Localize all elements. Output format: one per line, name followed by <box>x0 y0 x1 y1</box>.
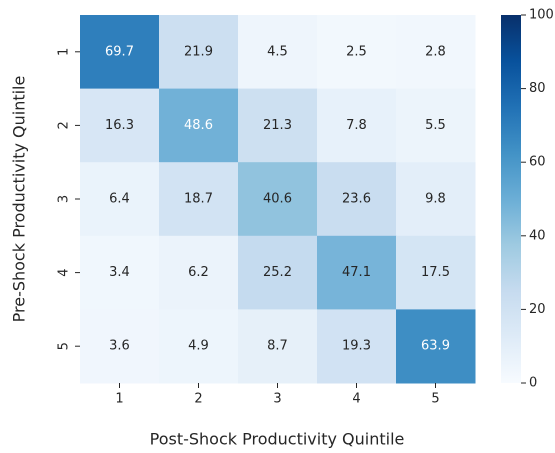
heatmap-cell <box>396 15 476 90</box>
cell-label: 40.6 <box>263 192 292 207</box>
heatmap-cell <box>396 309 476 384</box>
heatmap-cell <box>238 309 318 384</box>
cell-label: 47.1 <box>342 265 371 280</box>
heatmap-cell <box>317 15 397 90</box>
cell-label: 6.4 <box>109 192 130 207</box>
cell-label: 7.8 <box>346 118 367 133</box>
x-tick-label: 5 <box>431 392 439 407</box>
x-tick-label: 4 <box>352 392 360 407</box>
cell-label: 2.5 <box>346 44 367 59</box>
y-tick-label: 2 <box>57 121 72 129</box>
x-tick-label: 2 <box>194 392 202 407</box>
heatmap-cell <box>159 88 239 163</box>
cell-label: 17.5 <box>421 265 450 280</box>
heatmap-cell <box>159 235 239 310</box>
cell-label: 8.7 <box>267 339 288 354</box>
cell-label: 19.3 <box>342 339 371 354</box>
heatmap-cell <box>238 235 318 310</box>
cell-label: 4.5 <box>267 44 288 59</box>
cell-label: 48.6 <box>184 118 213 133</box>
cell-label: 4.9 <box>188 339 209 354</box>
cell-label: 69.7 <box>105 44 134 59</box>
y-tick-label: 1 <box>57 48 72 56</box>
cell-label: 3.6 <box>109 339 130 354</box>
x-tick-label: 3 <box>273 392 281 407</box>
y-axis-label: Pre-Shock Productivity Quintile <box>10 76 29 323</box>
heatmap-cell <box>238 88 318 163</box>
x-axis-label: Post-Shock Productivity Quintile <box>150 430 405 449</box>
y-tick-label: 5 <box>57 342 72 350</box>
heatmap-cell <box>159 162 239 237</box>
colorbar-tick-label: 80 <box>529 81 546 96</box>
heatmap-cell <box>238 15 318 90</box>
colorbar-tick-label: 0 <box>529 376 537 391</box>
heatmap-cell <box>317 162 397 237</box>
cell-label: 18.7 <box>184 192 213 207</box>
cell-label: 6.2 <box>188 265 209 280</box>
heatmap-cell <box>317 309 397 384</box>
heatmap-cell <box>396 88 476 163</box>
cell-label: 23.6 <box>342 192 371 207</box>
heatmap-cell <box>159 15 239 90</box>
colorbar-tick-label: 60 <box>529 155 546 170</box>
x-tick-label: 1 <box>115 392 123 407</box>
colorbar <box>501 15 521 383</box>
heatmap-cell <box>80 235 160 310</box>
cell-label: 9.8 <box>425 192 446 207</box>
cell-label: 25.2 <box>263 265 292 280</box>
colorbar-tick-label: 40 <box>529 228 546 243</box>
cell-label: 21.9 <box>184 44 213 59</box>
cell-label: 5.5 <box>425 118 446 133</box>
heatmap-cell <box>317 235 397 310</box>
cell-label: 63.9 <box>421 339 450 354</box>
cell-label: 2.8 <box>425 44 446 59</box>
heatmap-cell <box>396 235 476 310</box>
y-tick-label: 4 <box>57 268 72 276</box>
heatmap-cell <box>80 162 160 237</box>
heatmap-cell <box>80 15 160 90</box>
heatmap-cell <box>396 162 476 237</box>
heatmap-cell <box>317 88 397 163</box>
heatmap-cell <box>80 309 160 384</box>
cell-label: 16.3 <box>105 118 134 133</box>
colorbar-tick-label: 20 <box>529 302 546 317</box>
colorbar-tick-label: 100 <box>529 8 554 23</box>
y-tick-label: 3 <box>57 195 72 203</box>
cell-label: 21.3 <box>263 118 292 133</box>
cell-label: 3.4 <box>109 265 130 280</box>
heatmap-cell <box>159 309 239 384</box>
heatmap-cell <box>238 162 318 237</box>
heatmap-cell <box>80 88 160 163</box>
